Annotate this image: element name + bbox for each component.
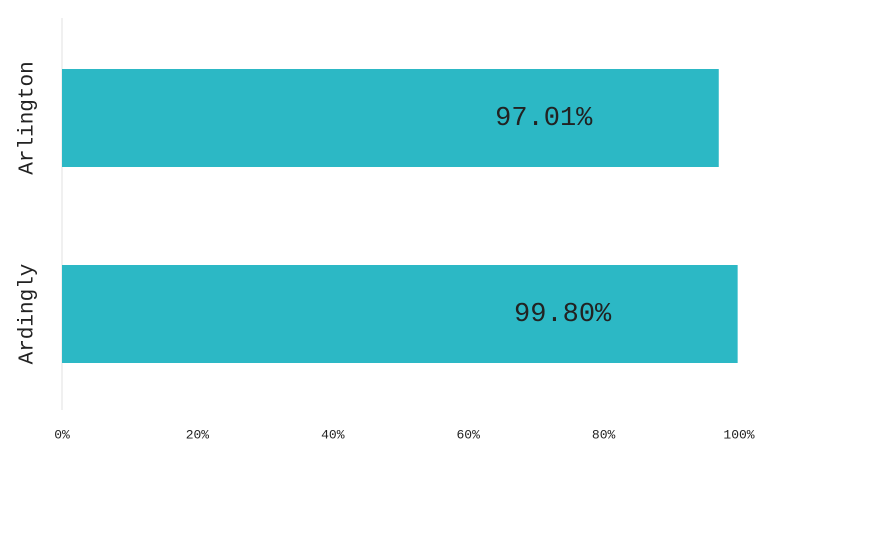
y-tick-label: Ardingly	[17, 264, 40, 365]
bar	[62, 69, 719, 167]
value-label: 97.01%	[495, 104, 593, 134]
x-tick-label: 40%	[321, 427, 345, 442]
x-tick-label: 60%	[456, 427, 480, 442]
x-tick-label: 0%	[54, 427, 70, 442]
x-tick-label: 80%	[592, 427, 616, 442]
bar	[62, 265, 738, 363]
x-tick-label: 100%	[723, 427, 754, 442]
value-label: 99.80%	[514, 300, 612, 330]
y-tick-label: Arlington	[17, 61, 40, 174]
x-tick-label: 20%	[186, 427, 210, 442]
